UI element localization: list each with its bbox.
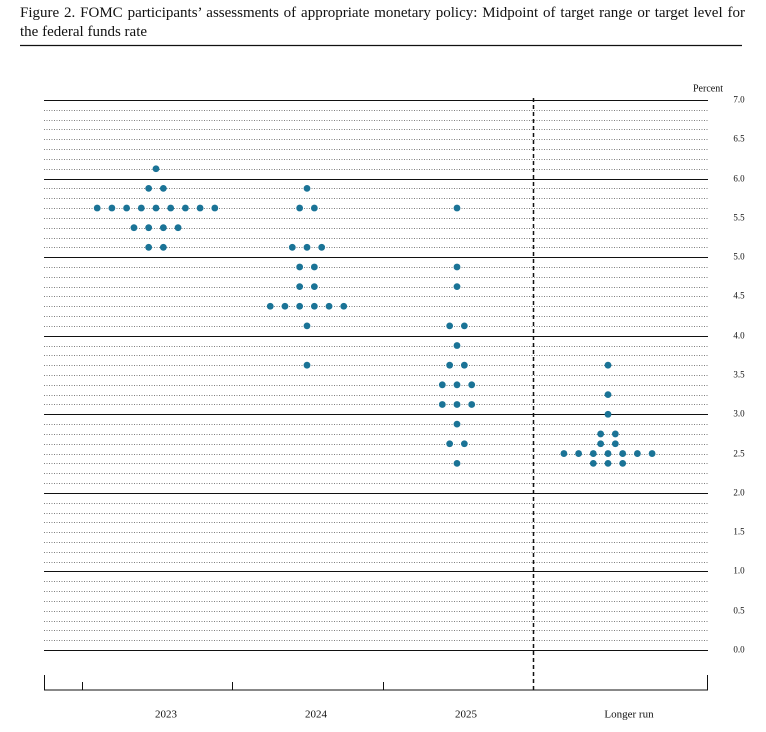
dot: [604, 410, 612, 418]
dot: [589, 459, 597, 467]
dot: [634, 450, 641, 457]
dot: [303, 361, 311, 369]
y-tick-label: 5.5: [733, 213, 745, 223]
dot: [288, 243, 296, 251]
dot: [159, 184, 167, 192]
dot: [460, 361, 468, 369]
dot: [604, 361, 612, 369]
dot: [611, 440, 619, 448]
x-tick-label: 2024: [305, 709, 328, 721]
dot: [446, 322, 454, 330]
dot: [340, 302, 348, 310]
y-axis-label: Percent: [693, 83, 723, 94]
y-tick-label: 4.0: [733, 331, 745, 341]
y-tick-label: 6.0: [733, 174, 745, 184]
dot: [174, 224, 182, 232]
dot: [460, 322, 468, 330]
dot: [619, 450, 627, 457]
dot: [211, 204, 219, 212]
dot: [130, 224, 138, 232]
y-tick-label: 0.5: [733, 606, 745, 616]
dot: [310, 263, 318, 271]
dot: [303, 322, 311, 330]
dot: [303, 243, 311, 251]
dot: [310, 302, 318, 310]
y-tick-label: 3.0: [733, 409, 745, 419]
dot: [145, 184, 153, 192]
y-tick-label: 5.0: [733, 252, 745, 262]
y-tick-label: 1.0: [733, 566, 745, 576]
dot: [159, 224, 167, 232]
dot: [296, 302, 304, 310]
dot: [619, 459, 627, 467]
y-tick-label: 7.0: [733, 95, 745, 105]
dot: [453, 381, 461, 389]
dot: [589, 450, 597, 457]
y-tick-label: 0.0: [733, 645, 745, 655]
y-tick-label: 6.5: [733, 134, 745, 144]
dot: [604, 459, 612, 467]
dot: [145, 243, 153, 251]
dot: [453, 342, 461, 349]
dot: [325, 302, 333, 310]
dot: [438, 401, 446, 408]
dot: [108, 204, 116, 212]
dot: [93, 204, 101, 212]
dot: [296, 283, 304, 291]
dot: [152, 165, 160, 173]
dot: [611, 430, 619, 438]
dot: [303, 184, 311, 192]
dot: [604, 450, 612, 457]
dot: [453, 283, 461, 291]
dot: [468, 401, 476, 408]
dot: [266, 302, 274, 310]
dot: [468, 381, 476, 389]
chart-title: Figure 2. FOMC participants’ assessments…: [20, 5, 745, 40]
x-tick-label: 2023: [155, 709, 178, 721]
dot: [310, 283, 318, 291]
dot: [453, 263, 461, 271]
dot: [446, 361, 454, 369]
dot: [318, 243, 326, 251]
dot: [145, 224, 153, 232]
dot: [310, 204, 318, 212]
dot: [123, 204, 130, 212]
y-tick-label: 4.5: [733, 291, 745, 301]
dot: [453, 420, 461, 428]
dot: [281, 302, 289, 310]
dot: [604, 391, 612, 399]
y-tick-label: 1.5: [733, 527, 745, 537]
dot: [597, 440, 605, 448]
dot: [296, 263, 304, 271]
x-tick-label: 2025: [455, 709, 478, 721]
y-tick-label: 2.0: [733, 488, 745, 498]
dot: [648, 450, 656, 457]
dot: [575, 450, 582, 457]
dot: [560, 450, 568, 457]
dot: [137, 204, 145, 212]
dot: [438, 381, 446, 389]
dot: [182, 204, 189, 212]
y-tick-label: 3.5: [733, 370, 745, 380]
dot: [446, 440, 454, 448]
dot: [453, 459, 461, 467]
dot: [597, 430, 605, 438]
dot: [296, 204, 304, 212]
dot: [453, 204, 461, 212]
dot: [152, 204, 160, 212]
dot: [460, 440, 468, 448]
dot: [167, 204, 175, 212]
dot: [159, 243, 167, 251]
y-tick-label: 2.5: [733, 449, 745, 459]
dot: [196, 204, 204, 212]
dot: [453, 401, 461, 408]
x-tick-label: Longer run: [604, 709, 654, 721]
